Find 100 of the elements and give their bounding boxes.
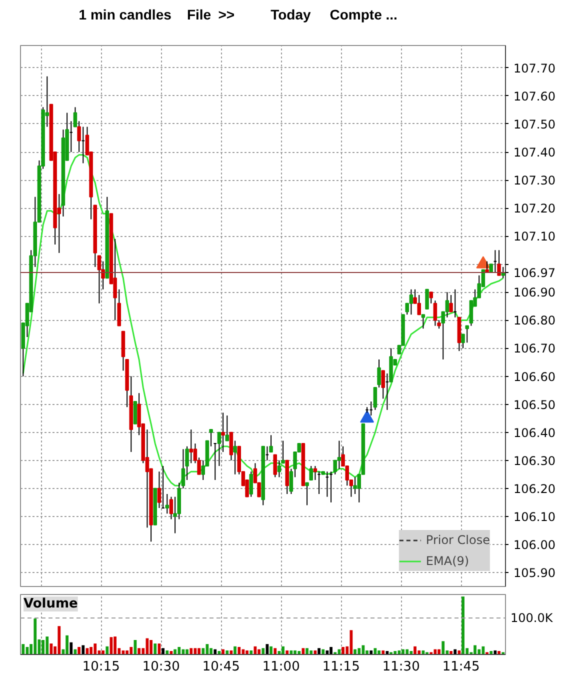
bar — [78, 646, 80, 654]
bar — [274, 648, 277, 654]
candlestick — [421, 314, 426, 330]
y-tick-label: 106.90 — [514, 286, 556, 300]
bar — [342, 646, 344, 654]
candlestick — [233, 440, 237, 475]
bar — [22, 644, 25, 654]
bar — [410, 651, 413, 654]
candlestick — [469, 300, 474, 326]
y-tick-label: 106.00 — [514, 538, 556, 552]
bar — [82, 645, 85, 654]
y-tick-label: 106.80 — [514, 314, 556, 328]
candlestick — [273, 454, 277, 478]
bar — [222, 649, 224, 654]
candlestick — [189, 429, 194, 464]
bar — [34, 618, 37, 654]
candlestick — [133, 400, 138, 424]
bar — [130, 646, 133, 654]
text: Compte ... — [330, 6, 398, 22]
bar — [154, 643, 157, 654]
bar — [402, 649, 404, 654]
bar — [258, 649, 260, 654]
text: File — [186, 6, 212, 22]
bar — [438, 649, 440, 654]
bar — [46, 636, 49, 654]
bar — [58, 626, 61, 654]
bar — [66, 635, 68, 654]
candlestick — [305, 482, 309, 506]
candlestick — [97, 255, 102, 304]
bar — [90, 646, 92, 654]
candlestick — [465, 325, 469, 344]
legend-label: Prior Close — [426, 533, 490, 547]
bar — [406, 649, 409, 654]
candlestick — [425, 288, 429, 310]
ref-line-label: 100.0K — [510, 610, 554, 625]
bar — [174, 649, 176, 654]
candlestick — [337, 440, 342, 470]
bar — [354, 649, 356, 654]
x-tick-label: 11:15 — [322, 660, 360, 674]
candlestick — [289, 468, 294, 494]
candlestick — [353, 476, 357, 494]
bar — [214, 649, 217, 654]
text: 1 min candles — [78, 6, 172, 22]
candlestick — [249, 471, 254, 498]
bar — [298, 651, 301, 654]
y-tick-label: 107.30 — [514, 174, 556, 188]
candlestick — [277, 460, 282, 478]
candlestick — [221, 412, 225, 452]
bar — [262, 648, 265, 654]
bar — [442, 641, 445, 654]
bar — [478, 649, 481, 654]
bar — [198, 648, 200, 654]
chart-title: Volume — [24, 596, 78, 612]
bar — [210, 648, 212, 654]
x-tick-label: 11:00 — [262, 660, 300, 674]
bar — [474, 645, 476, 654]
y-tick-label: 106.40 — [514, 426, 556, 440]
y-tick-label: 107.20 — [514, 202, 556, 216]
bar — [70, 642, 73, 654]
candlestick — [409, 288, 414, 316]
ref-line-label: 106.97 — [514, 266, 556, 280]
bar — [138, 648, 140, 654]
bar — [234, 646, 236, 654]
bar — [186, 649, 188, 654]
bar — [434, 649, 437, 654]
y-tick-label: 106.50 — [514, 398, 556, 412]
bar — [190, 648, 193, 654]
y-tick-label: 106.70 — [514, 342, 556, 356]
y-tick-label: 106.10 — [514, 510, 556, 524]
candlestick — [417, 294, 421, 316]
x-tick-label: 11:45 — [442, 660, 480, 674]
y-tick-label: 107.70 — [514, 61, 556, 76]
bar — [498, 651, 500, 654]
candlestick — [433, 300, 438, 326]
bar — [322, 649, 325, 654]
bar — [462, 596, 464, 654]
bar — [482, 646, 485, 654]
x-tick-label: 10:15 — [82, 660, 120, 674]
bar — [202, 648, 205, 654]
y-tick-label: 107.60 — [514, 89, 556, 104]
y-tick-label: 105.90 — [514, 566, 556, 580]
bar — [106, 646, 109, 654]
y-tick-label: 106.20 — [514, 482, 556, 496]
bar — [162, 648, 164, 654]
candlestick — [309, 465, 313, 480]
legend-label: EMA(9) — [426, 554, 470, 568]
bar — [454, 649, 457, 654]
bar — [178, 646, 181, 654]
bar — [450, 651, 452, 654]
bar — [414, 646, 416, 654]
bar — [238, 646, 241, 654]
bar — [94, 643, 97, 654]
bar — [42, 640, 44, 654]
bar — [282, 646, 284, 654]
x-tick-label: 10:30 — [142, 660, 180, 674]
bar — [114, 636, 116, 654]
bar — [330, 646, 332, 654]
bar — [358, 648, 361, 654]
candlestick — [497, 250, 501, 276]
bar — [386, 651, 389, 654]
